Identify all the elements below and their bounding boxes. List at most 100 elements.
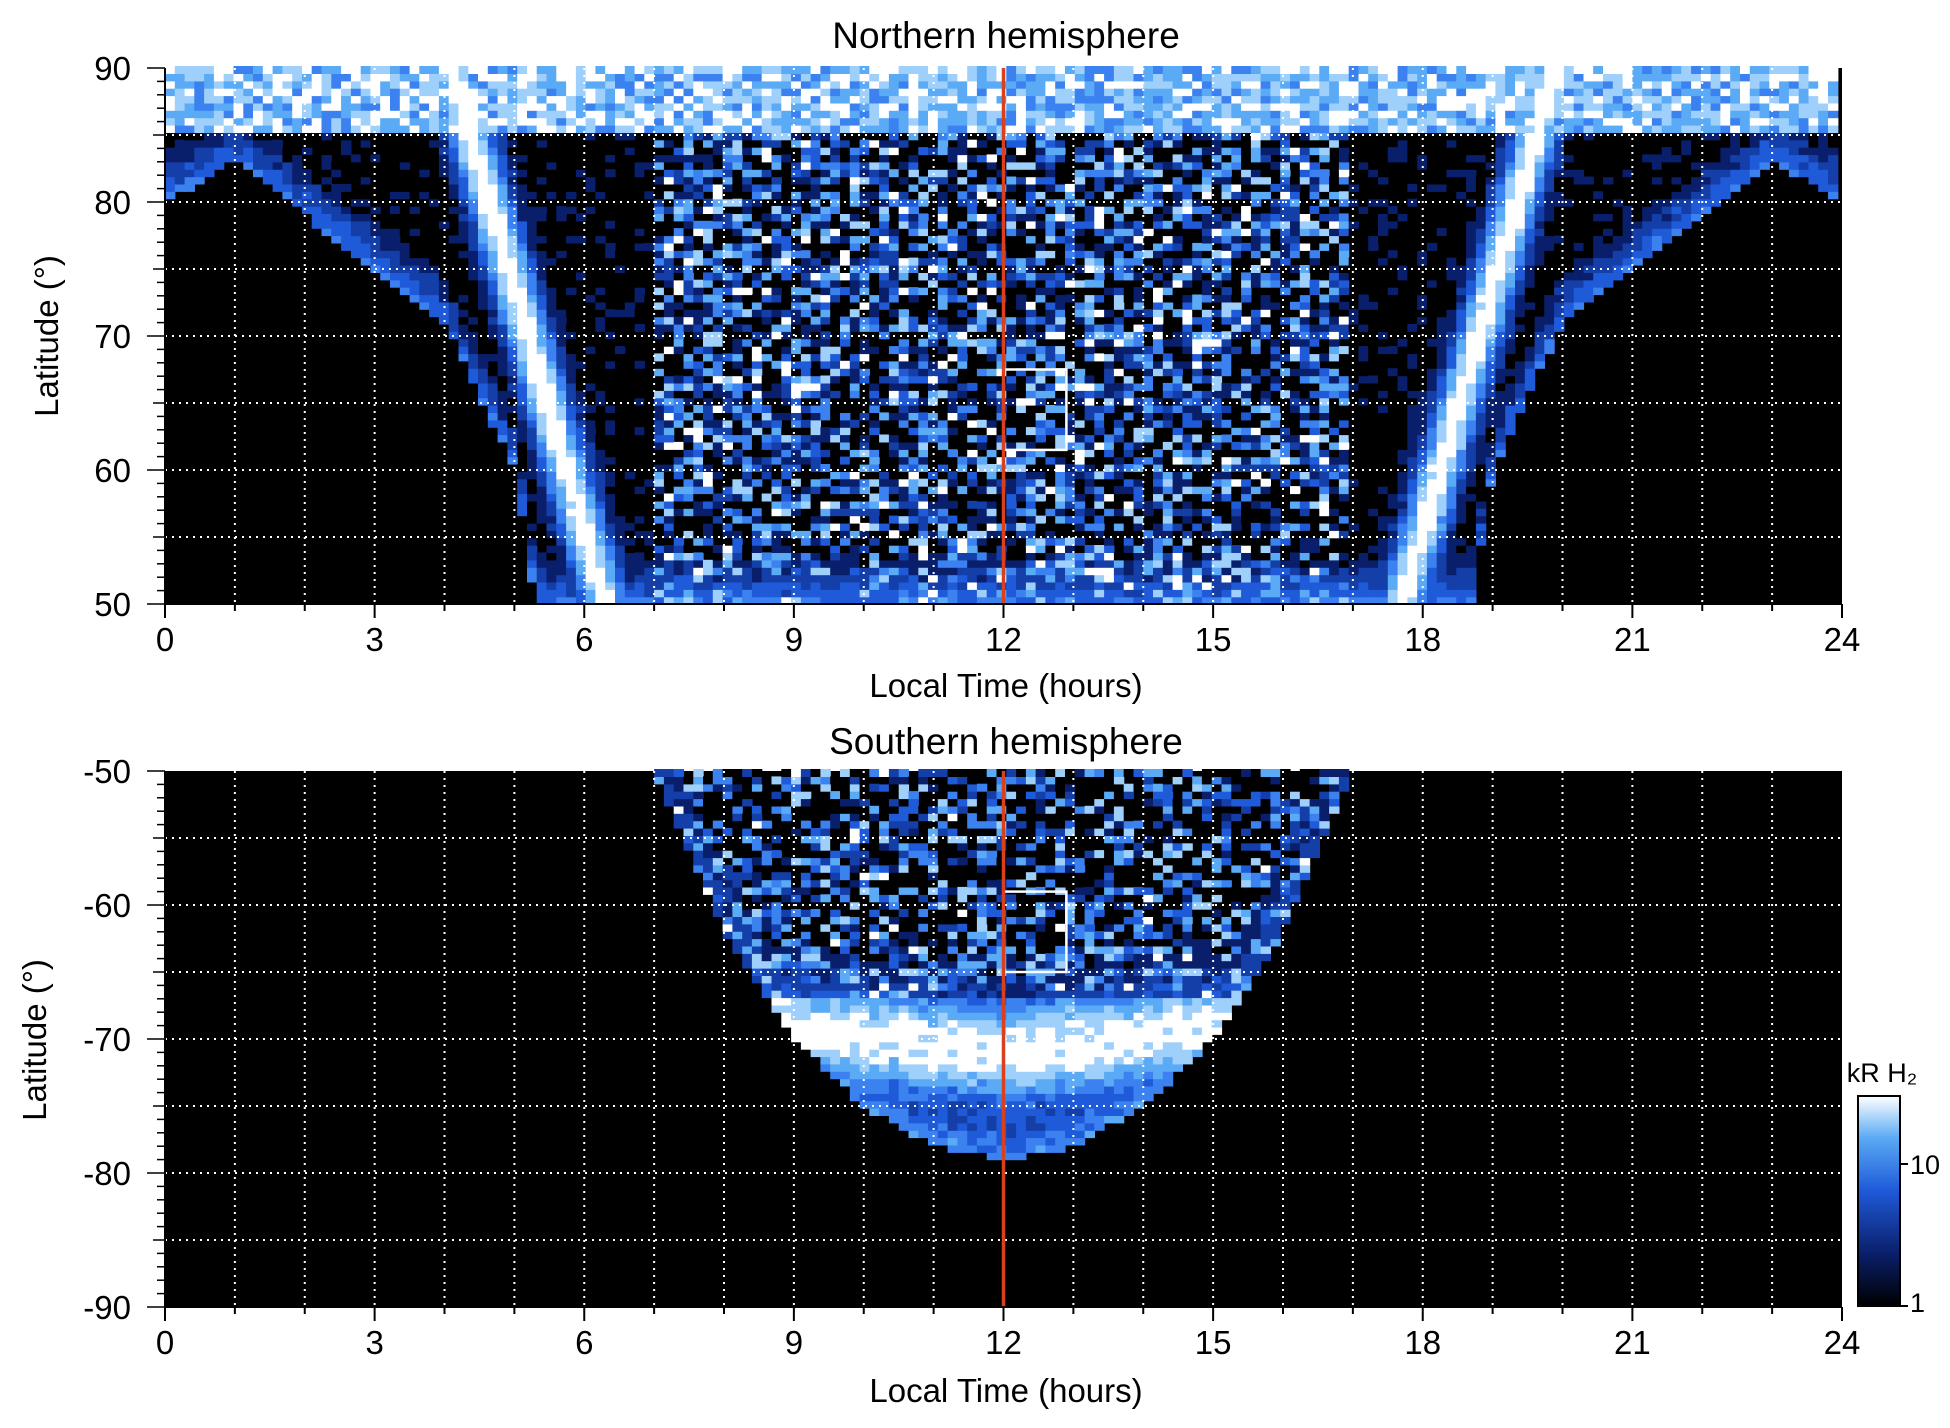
emission-cell xyxy=(527,501,537,509)
emission-cell xyxy=(791,73,801,81)
emission-cell xyxy=(1075,317,1085,325)
emission-cell xyxy=(889,132,899,140)
emission-cell xyxy=(547,169,557,177)
emission-cell xyxy=(635,88,645,96)
emission-cell xyxy=(977,494,987,502)
emission-cell xyxy=(400,287,410,295)
emission-cell xyxy=(537,81,547,89)
emission-cell xyxy=(429,309,439,317)
emission-cell xyxy=(987,582,997,590)
emission-cell xyxy=(938,435,948,443)
emission-cell xyxy=(781,435,791,443)
emission-cell xyxy=(703,206,713,214)
emission-cell xyxy=(478,309,488,317)
emission-cell xyxy=(918,427,928,435)
emission-cell xyxy=(1026,376,1036,384)
emission-cell xyxy=(341,191,351,199)
emission-cell xyxy=(566,494,576,502)
emission-cell xyxy=(918,582,928,590)
emission-cell xyxy=(772,383,782,391)
emission-cell xyxy=(820,118,830,126)
emission-cell xyxy=(185,66,195,74)
emission-cell xyxy=(331,103,341,111)
emission-cell xyxy=(977,575,987,583)
emission-cell xyxy=(1036,545,1046,553)
emission-cell xyxy=(664,250,674,258)
emission-cell xyxy=(468,132,478,140)
emission-cell xyxy=(820,272,830,280)
emission-cell xyxy=(664,154,674,162)
emission-cell xyxy=(400,81,410,89)
emission-cell xyxy=(889,560,899,568)
emission-cell xyxy=(664,552,674,560)
emission-cell xyxy=(1085,132,1095,140)
emission-cell xyxy=(938,302,948,310)
emission-cell xyxy=(997,213,1007,221)
emission-cell xyxy=(977,154,987,162)
emission-cell xyxy=(654,228,664,236)
emission-cell xyxy=(1045,73,1055,81)
emission-cell xyxy=(312,110,322,118)
emission-cell xyxy=(331,206,341,214)
emission-cell xyxy=(918,368,928,376)
emission-cell xyxy=(820,346,830,354)
emission-cell xyxy=(674,508,684,516)
emission-cell xyxy=(879,103,889,111)
emission-cell xyxy=(840,287,850,295)
emission-cell xyxy=(351,213,361,221)
emission-cell xyxy=(820,199,830,207)
emission-cell xyxy=(1006,376,1016,384)
emission-cell xyxy=(1036,420,1046,428)
emission-cell xyxy=(498,250,508,258)
emission-cell xyxy=(1104,162,1114,170)
emission-cell xyxy=(860,545,870,553)
emission-cell xyxy=(302,199,312,207)
emission-cell xyxy=(615,589,625,597)
emission-cell xyxy=(1055,147,1065,155)
emission-cell xyxy=(762,339,772,347)
emission-cell xyxy=(869,324,879,332)
emission-cell xyxy=(1085,324,1095,332)
emission-cell xyxy=(987,213,997,221)
emission-cell xyxy=(1114,442,1124,450)
emission-cell xyxy=(322,213,332,221)
emission-cell xyxy=(811,88,821,96)
emission-cell xyxy=(967,147,977,155)
emission-cell xyxy=(547,383,557,391)
emission-cell xyxy=(987,184,997,192)
emission-cell xyxy=(547,575,557,583)
emission-cell xyxy=(791,250,801,258)
emission-cell xyxy=(1036,589,1046,597)
emission-cell xyxy=(703,228,713,236)
emission-cell xyxy=(1055,494,1065,502)
emission-cell xyxy=(253,154,263,162)
emission-cell xyxy=(860,309,870,317)
emission-cell xyxy=(957,530,967,538)
emission-cell xyxy=(732,110,742,118)
emission-cell xyxy=(713,346,723,354)
emission-cell xyxy=(312,73,322,81)
emission-cell xyxy=(468,162,478,170)
emission-cell xyxy=(429,73,439,81)
emission-cell xyxy=(840,324,850,332)
emission-cell xyxy=(948,73,958,81)
emission-cell xyxy=(772,309,782,317)
emission-cell xyxy=(674,110,684,118)
emission-cell xyxy=(957,538,967,546)
emission-cell xyxy=(938,582,948,590)
emission-cell xyxy=(723,582,733,590)
emission-cell xyxy=(263,110,273,118)
emission-cell xyxy=(752,457,762,465)
emission-cell xyxy=(498,405,508,413)
emission-cell xyxy=(1075,508,1085,516)
emission-cell xyxy=(752,191,762,199)
emission-cell xyxy=(1006,88,1016,96)
emission-cell xyxy=(527,317,537,325)
emission-cell xyxy=(1045,88,1055,96)
emission-cell xyxy=(537,339,547,347)
emission-cell xyxy=(752,376,762,384)
emission-cell xyxy=(312,154,322,162)
emission-cell xyxy=(987,66,997,74)
emission-cell xyxy=(478,140,488,148)
emission-cell xyxy=(1026,221,1036,229)
